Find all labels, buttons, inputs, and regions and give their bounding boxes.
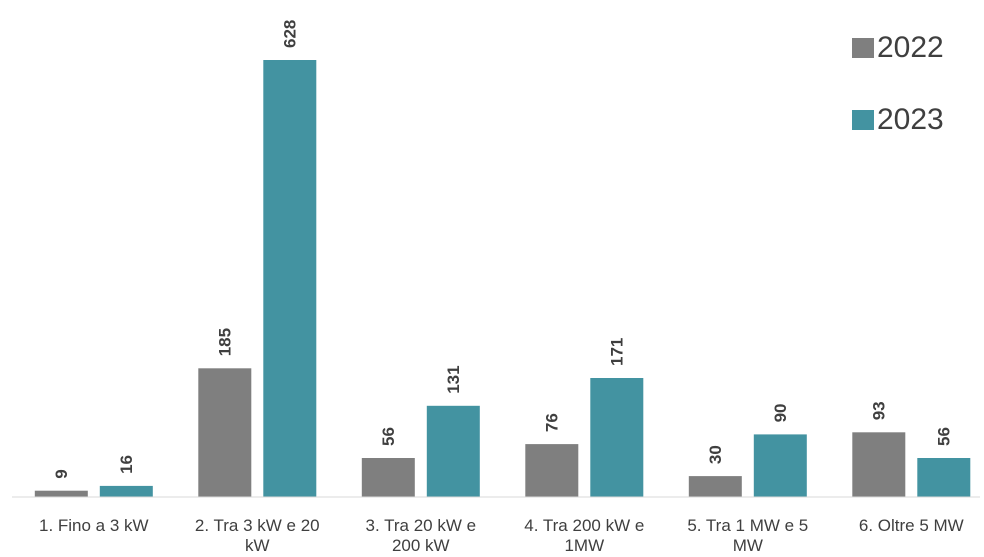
legend-swatch-2022 [852,38,874,58]
data-label-2022-6: 93 [869,401,888,420]
bar-2023-6 [917,458,971,497]
bars-group [34,60,971,497]
data-label-2023-5: 90 [771,403,790,422]
legend-label-2023: 2023 [877,103,944,136]
x-tick-labels-group: 1. Fino a 3 kW 2. Tra 3 kW e 20 kW 3. Tra 2… [39,516,964,555]
legend-item-2022: 2022 [852,31,944,64]
bar-2023-4 [590,378,644,497]
x-tick-label-line: 6. Oltre 5 MW [859,516,964,535]
x-tick-label-line: 1MW [564,536,604,555]
bar-2023-3 [426,405,480,497]
legend-label-2022: 2022 [877,31,944,64]
data-label-2022-3: 56 [379,427,398,446]
bar-2022-2 [198,368,252,497]
data-label-2023-2: 628 [280,20,299,48]
bar-2022-5 [688,476,742,497]
x-tick-label-5: 5. Tra 1 MW e 5 MW [687,516,808,555]
data-label-2023-6: 56 [934,427,953,446]
bar-2023-1 [99,485,153,497]
legend: 2022 2023 [852,31,944,176]
legend-item-2023: 2023 [852,103,944,136]
bar-2022-3 [361,458,415,497]
x-tick-label-line: 3. Tra 20 kW e [366,516,477,535]
data-label-2022-4: 76 [542,413,561,432]
x-tick-label-line: 1. Fino a 3 kW [39,516,149,535]
x-tick-label-line: kW [245,536,270,555]
data-label-2023-4: 171 [607,338,626,366]
x-tick-label-1: 1. Fino a 3 kW [39,516,149,535]
data-label-2022-1: 9 [52,469,71,478]
data-label-2023-1: 16 [117,455,136,474]
legend-swatch-2023 [852,110,874,130]
bar-2022-1 [34,490,88,497]
x-tick-label-line: 5. Tra 1 MW e 5 [687,516,808,535]
bar-2023-5 [753,434,807,497]
x-tick-label-4: 4. Tra 200 kW e 1MW [524,516,644,555]
data-label-2022-5: 30 [706,445,725,464]
bar-2022-4 [525,444,579,497]
x-tick-label-6: 6. Oltre 5 MW [859,516,964,535]
x-tick-label-line: 4. Tra 200 kW e [524,516,644,535]
bar-2022-6 [852,432,906,497]
x-tick-label-line: MW [733,536,763,555]
x-tick-label-2: 2. Tra 3 kW e 20 kW [195,516,320,555]
data-label-2022-2: 185 [215,328,234,356]
x-tick-label-3: 3. Tra 20 kW e 200 kW [366,516,477,555]
data-labels-group: 9 16 185 628 56 131 76 171 30 90 93 56 [52,20,953,479]
x-tick-label-line: 2. Tra 3 kW e 20 [195,516,320,535]
bar-2023-2 [263,60,317,497]
data-label-2023-3: 131 [444,365,463,393]
x-tick-label-line: 200 kW [392,536,450,555]
